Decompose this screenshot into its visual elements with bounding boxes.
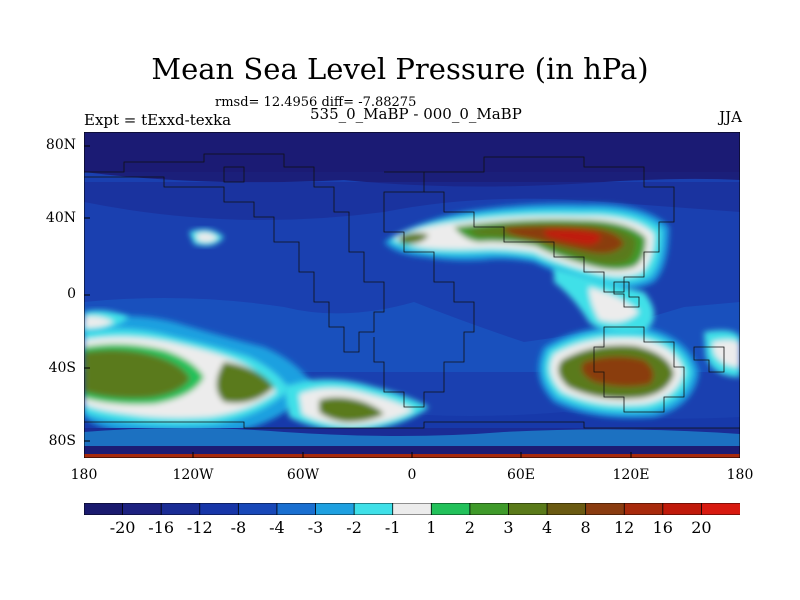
lon-tick-120e: 120E <box>612 467 650 483</box>
colorbar-swatch <box>84 503 124 515</box>
colorbar-swatch <box>392 503 433 515</box>
case-comparison-label: 535_0_MaBP - 000_0_MaBP <box>310 105 522 123</box>
colorbar-label: -3 <box>307 518 324 537</box>
rmsd-diff-stats: rmsd= 12.4956 diff= -7.88275 <box>215 95 417 110</box>
colorbar-swatch <box>662 503 703 515</box>
southeast-high <box>538 326 699 418</box>
lon-tick-0: 0 <box>407 467 417 483</box>
lon-tick-120w: 120W <box>172 467 214 483</box>
colorbar-swatch <box>469 503 510 515</box>
colorbar-label: -20 <box>109 518 136 537</box>
colorbar-swatch <box>315 503 356 515</box>
lon-tick-180-left: 180 <box>70 467 98 483</box>
colorbar-swatch <box>623 503 664 515</box>
colorbar-label: -8 <box>230 518 247 537</box>
plot-title: Mean Sea Level Pressure (in hPa) <box>151 52 649 86</box>
colorbar-swatch <box>237 503 278 515</box>
season-label: JJA <box>719 108 742 126</box>
colorbar-swatch <box>430 503 471 515</box>
colorbar-swatch <box>122 503 163 515</box>
west-coast-high <box>84 310 129 332</box>
colorbar-swatch <box>701 503 740 515</box>
lat-tick-80n: 80N <box>45 137 76 153</box>
colorbar-swatch <box>276 503 317 515</box>
north-pacific-feature <box>189 228 224 246</box>
colorbar-label: -16 <box>148 518 175 537</box>
lat-tick-40n: 40N <box>45 210 76 226</box>
lat-tick-40s: 40S <box>48 360 76 376</box>
colorbar-label: -4 <box>269 518 285 537</box>
colorbar-label: -12 <box>186 518 213 537</box>
colorbar-label: 1 <box>426 518 437 537</box>
map-ticks <box>84 145 632 458</box>
colorbar-label: 2 <box>464 518 475 537</box>
lon-tick-180-right: 180 <box>726 467 754 483</box>
north-continent-high <box>384 203 669 290</box>
colorbar-swatch <box>508 503 548 515</box>
tropical-transition <box>554 267 740 377</box>
arctic-low-region <box>84 132 740 187</box>
pressure-anomaly-map <box>84 132 740 458</box>
experiment-label: Expt = tExxd-texka <box>84 111 232 129</box>
colorbar-swatch <box>546 503 587 515</box>
lat-tick-0: 0 <box>67 286 76 302</box>
colorbar-swatch <box>199 503 240 515</box>
colorbar-label: -2 <box>346 518 362 537</box>
colorbar-label: 4 <box>542 518 553 537</box>
colorbar-label: 12 <box>614 518 635 537</box>
colorbar-swatch <box>585 503 626 515</box>
colorbar-swatch <box>160 503 201 515</box>
continent-outlines <box>84 153 740 429</box>
lon-tick-60e: 60E <box>506 467 536 483</box>
south-atlantic-high <box>284 379 429 432</box>
colorbar-label: -1 <box>384 518 401 537</box>
colorbar-swatch <box>353 503 394 515</box>
lat-tick-80s: 80S <box>48 433 76 449</box>
colorbar-label: 20 <box>691 518 712 537</box>
south-pacific-high <box>84 316 314 435</box>
colorbar-label: 8 <box>580 518 591 537</box>
colorbar <box>84 503 740 515</box>
colorbar-label: 3 <box>503 518 514 537</box>
lon-tick-60w: 60W <box>286 467 320 483</box>
colorbar-label: 16 <box>652 518 673 537</box>
